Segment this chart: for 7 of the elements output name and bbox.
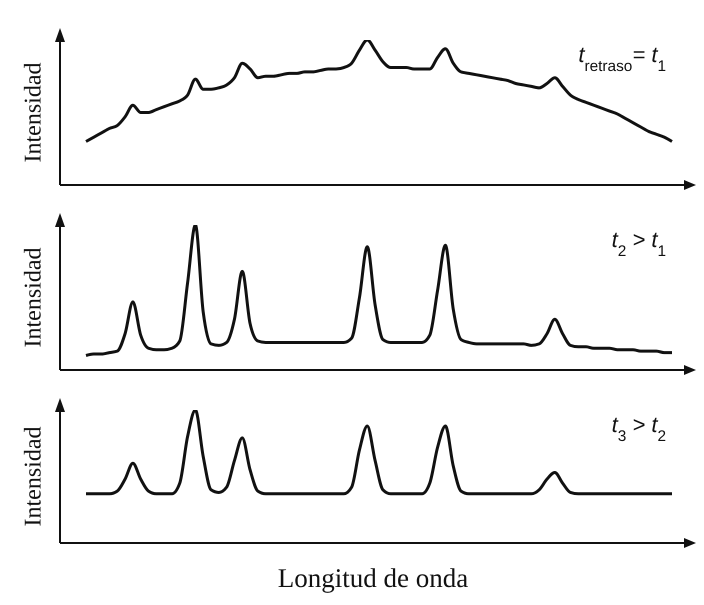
annotation: t$_{retraso}$= t$_{1}$ xyxy=(578,42,666,74)
y-axis-title: Intensidad xyxy=(20,426,47,526)
annotation: t$_{3}$ > t$_{2}$ xyxy=(612,412,666,444)
annotation: t$_{2}$ > t$_{1}$ xyxy=(612,227,666,260)
y-axis-title: Intensidad xyxy=(20,248,47,348)
x-axis-title: Longitud de onda xyxy=(278,563,468,593)
y-axis-title: Intensidad xyxy=(20,62,47,162)
